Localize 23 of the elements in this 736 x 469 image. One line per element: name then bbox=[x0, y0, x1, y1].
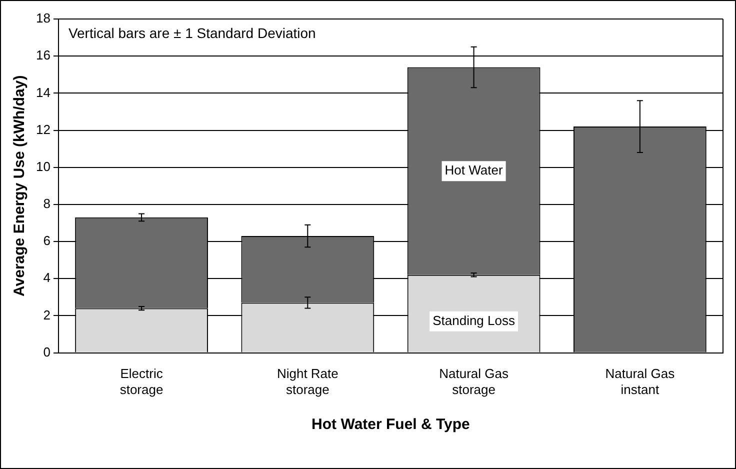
y-axis-title: Average Energy Use (kWh/day) bbox=[11, 75, 28, 296]
y-tick-label: 0 bbox=[43, 344, 50, 360]
category-label: Natural Gas bbox=[605, 366, 675, 382]
y-tick-label: 16 bbox=[36, 48, 50, 63]
category-label: storage bbox=[120, 382, 164, 397]
y-tick-label: 8 bbox=[43, 196, 50, 212]
category-label: storage bbox=[452, 382, 496, 397]
y-tick-label: 10 bbox=[36, 158, 50, 174]
series-label: Standing Loss bbox=[432, 312, 516, 328]
y-tick-label: 18 bbox=[36, 10, 50, 26]
y-tick-label: 14 bbox=[36, 84, 50, 100]
category-label: storage bbox=[286, 382, 330, 397]
series-label: Hot Water bbox=[444, 162, 504, 178]
y-tick-label: 6 bbox=[43, 233, 50, 248]
category-label: Night Rate bbox=[276, 366, 338, 382]
y-tick-label: 2 bbox=[43, 307, 50, 322]
annotation: Vertical bars are ± 1 Standard Deviation bbox=[68, 24, 316, 41]
category-label: instant bbox=[620, 382, 660, 397]
x-axis-title: Hot Water Fuel & Type bbox=[312, 416, 470, 434]
category-label: Electric bbox=[120, 366, 163, 382]
y-tick-label: 4 bbox=[43, 270, 50, 286]
category-label: Natural Gas bbox=[439, 366, 508, 382]
y-tick-label: 12 bbox=[36, 122, 50, 137]
